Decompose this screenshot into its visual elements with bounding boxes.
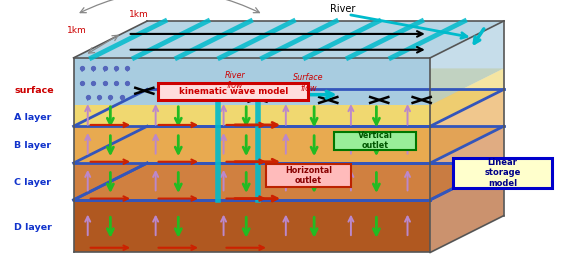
Polygon shape bbox=[74, 200, 430, 252]
Text: Surface
flow: Surface flow bbox=[293, 73, 324, 93]
FancyBboxPatch shape bbox=[334, 132, 416, 150]
Polygon shape bbox=[430, 126, 504, 200]
Text: River: River bbox=[330, 4, 355, 14]
Text: B layer: B layer bbox=[14, 141, 52, 150]
Text: A layer: A layer bbox=[14, 113, 52, 122]
Text: kinematic wave model: kinematic wave model bbox=[179, 87, 288, 96]
Polygon shape bbox=[74, 58, 430, 105]
Polygon shape bbox=[430, 21, 504, 105]
Polygon shape bbox=[74, 163, 430, 200]
FancyBboxPatch shape bbox=[158, 83, 308, 100]
Text: Linear
storage
model: Linear storage model bbox=[484, 158, 521, 188]
Text: C layer: C layer bbox=[14, 178, 51, 187]
Polygon shape bbox=[430, 89, 504, 163]
Polygon shape bbox=[74, 68, 504, 105]
Text: 1km: 1km bbox=[129, 10, 148, 19]
Polygon shape bbox=[74, 21, 504, 58]
Text: Horizontal
outlet: Horizontal outlet bbox=[285, 166, 332, 185]
FancyBboxPatch shape bbox=[453, 158, 552, 188]
Polygon shape bbox=[430, 163, 504, 252]
Text: Vertical
outlet: Vertical outlet bbox=[358, 131, 392, 150]
Polygon shape bbox=[74, 126, 430, 163]
Text: D layer: D layer bbox=[14, 223, 52, 232]
Text: surface: surface bbox=[14, 86, 54, 95]
Text: 1km: 1km bbox=[67, 26, 86, 35]
Text: River
flow: River flow bbox=[225, 70, 245, 90]
Polygon shape bbox=[74, 126, 504, 163]
Polygon shape bbox=[430, 68, 504, 126]
Polygon shape bbox=[74, 105, 430, 126]
FancyBboxPatch shape bbox=[266, 164, 351, 187]
Polygon shape bbox=[74, 163, 504, 200]
Polygon shape bbox=[74, 89, 504, 126]
